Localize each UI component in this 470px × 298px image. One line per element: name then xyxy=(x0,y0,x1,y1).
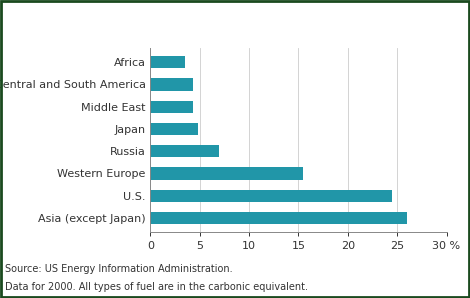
Bar xyxy=(150,167,304,180)
Text: Source: US Energy Information Administration.: Source: US Energy Information Administra… xyxy=(5,264,232,274)
Bar xyxy=(150,123,198,135)
Bar xyxy=(150,100,193,113)
Text: World shares of gas emissions , by regions: World shares of gas emissions , by regio… xyxy=(102,15,368,28)
Bar xyxy=(150,145,219,157)
Bar xyxy=(150,56,185,68)
Bar xyxy=(150,212,407,224)
Bar xyxy=(150,190,392,202)
Bar xyxy=(150,78,193,91)
Text: Data for 2000. All types of fuel are in the carbonic equivalent.: Data for 2000. All types of fuel are in … xyxy=(5,282,308,292)
